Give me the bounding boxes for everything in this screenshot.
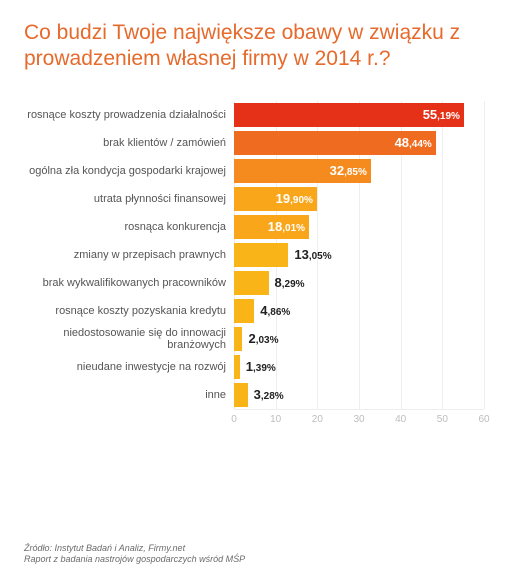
- bar-zone: 3,28%: [234, 381, 487, 409]
- bar-row: inne 3,28%: [24, 381, 487, 409]
- x-tick: 20: [312, 414, 323, 425]
- bar-label: utrata płynności finansowej: [24, 193, 234, 205]
- x-axis: 0102030405060: [234, 409, 484, 427]
- bar-value: 48,44%: [395, 134, 432, 152]
- x-tick: 40: [395, 414, 406, 425]
- bar-value: 3,28%: [254, 386, 284, 404]
- bar-label: ogólna zła kondycja gospodarki krajowej: [24, 165, 234, 177]
- bar-row: rosnące koszty prowadzenia działalności 5…: [24, 101, 487, 129]
- x-tick: 50: [437, 414, 448, 425]
- bar-label: rosnące koszty pozyskania kredytu: [24, 305, 234, 317]
- x-tick: 0: [231, 414, 237, 425]
- bar-label: zmiany w przepisach prawnych: [24, 249, 234, 261]
- x-tick: 60: [478, 414, 489, 425]
- bar: [234, 383, 248, 407]
- bar-zone: 1,39%: [234, 353, 487, 381]
- bar-zone: 32,85%: [234, 157, 487, 185]
- bar-value: 13,05%: [294, 246, 331, 264]
- bar: [234, 243, 288, 267]
- bar-row: brak klientów / zamówień 48,44%: [24, 129, 487, 157]
- bar-row: niedostosowanie się do innowacji branżow…: [24, 325, 487, 353]
- bar-zone: 4,86%: [234, 297, 487, 325]
- bar-value: 18,01%: [268, 218, 305, 236]
- x-tick: 30: [353, 414, 364, 425]
- chart-title: Co budzi Twoje największe obawy w związk…: [24, 20, 487, 73]
- bar: [234, 299, 254, 323]
- footer-report: Raport z badania nastrojów gospodarczych…: [24, 554, 245, 566]
- bar-value: 8,29%: [275, 274, 305, 292]
- bar-row: rosnąca konkurencja 18,01%: [24, 213, 487, 241]
- bar-row: utrata płynności finansowej 19,90%: [24, 185, 487, 213]
- bar-label: rosnące koszty prowadzenia działalności: [24, 109, 234, 121]
- bar-value: 4,86%: [260, 302, 290, 320]
- bar-zone: 8,29%: [234, 269, 487, 297]
- chart: rosnące koszty prowadzenia działalności 5…: [24, 101, 487, 427]
- bar-label: rosnąca konkurencja: [24, 221, 234, 233]
- bar-value: 2,03%: [248, 330, 278, 348]
- bar: [234, 327, 242, 351]
- bar-value: 19,90%: [276, 190, 313, 208]
- bar-zone: 18,01%: [234, 213, 487, 241]
- footer-source: Źródło: Instytut Badań i Analiz, Firmy.n…: [24, 543, 245, 555]
- bar-label: brak klientów / zamówień: [24, 137, 234, 149]
- bar-label: inne: [24, 389, 234, 401]
- bar: [234, 355, 240, 379]
- bar-label: niedostosowanie się do innowacji branżow…: [24, 327, 234, 351]
- bar-label: brak wykwalifikowanych pracowników: [24, 277, 234, 289]
- x-tick: 10: [270, 414, 281, 425]
- bar-row: brak wykwalifikowanych pracowników 8,29%: [24, 269, 487, 297]
- bar-value: 1,39%: [246, 358, 276, 376]
- bar-row: ogólna zła kondycja gospodarki krajowej 3…: [24, 157, 487, 185]
- bar-zone: 19,90%: [234, 185, 487, 213]
- bar-row: zmiany w przepisach prawnych 13,05%: [24, 241, 487, 269]
- bar: [234, 271, 269, 295]
- bar-row: rosnące koszty pozyskania kredytu 4,86%: [24, 297, 487, 325]
- bar-zone: 13,05%: [234, 241, 487, 269]
- bar-zone: 48,44%: [234, 129, 487, 157]
- bar-zone: 55,19%: [234, 101, 487, 129]
- bar-label: nieudane inwestycje na rozwój: [24, 361, 234, 373]
- bar-value: 55,19%: [423, 106, 460, 124]
- bar-zone: 2,03%: [234, 325, 487, 353]
- bar-row: nieudane inwestycje na rozwój 1,39%: [24, 353, 487, 381]
- bar-value: 32,85%: [330, 162, 367, 180]
- footer: Źródło: Instytut Badań i Analiz, Firmy.n…: [24, 543, 245, 566]
